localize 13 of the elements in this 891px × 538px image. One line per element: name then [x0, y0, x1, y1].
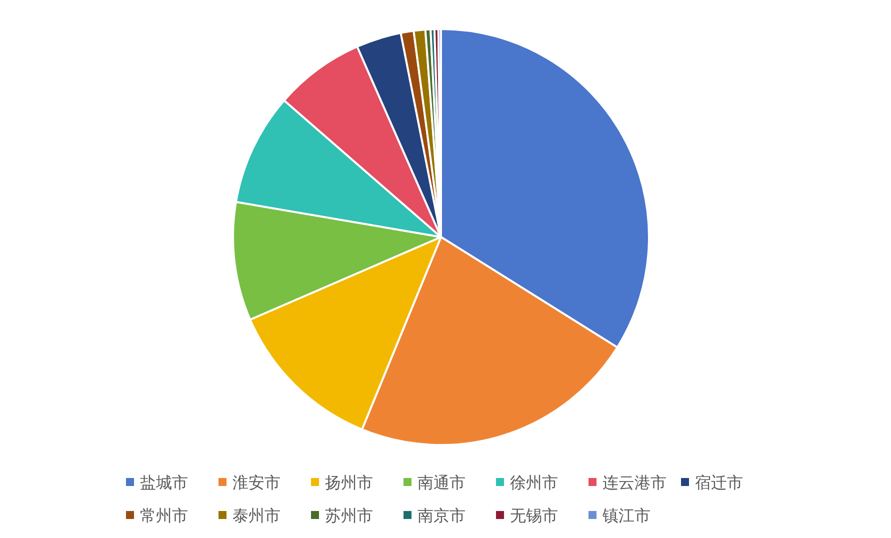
legend-label: 淮安市 — [232, 474, 280, 492]
legend-label: 苏州市 — [325, 507, 373, 525]
legend-label: 南通市 — [418, 474, 466, 492]
legend-label: 宿迁市 — [695, 474, 743, 492]
legend-label: 常州市 — [140, 507, 188, 525]
legend-label: 镇江市 — [602, 507, 650, 525]
legend-label: 盐城市 — [140, 474, 188, 492]
legend-label: 连云港市 — [602, 474, 666, 492]
legend-label: 无锡市 — [510, 507, 558, 525]
legend-label: 扬州市 — [325, 474, 373, 492]
legend-label: 南京市 — [418, 507, 466, 525]
legend-label: 徐州市 — [510, 474, 558, 492]
legend-label: 泰州市 — [232, 507, 280, 525]
